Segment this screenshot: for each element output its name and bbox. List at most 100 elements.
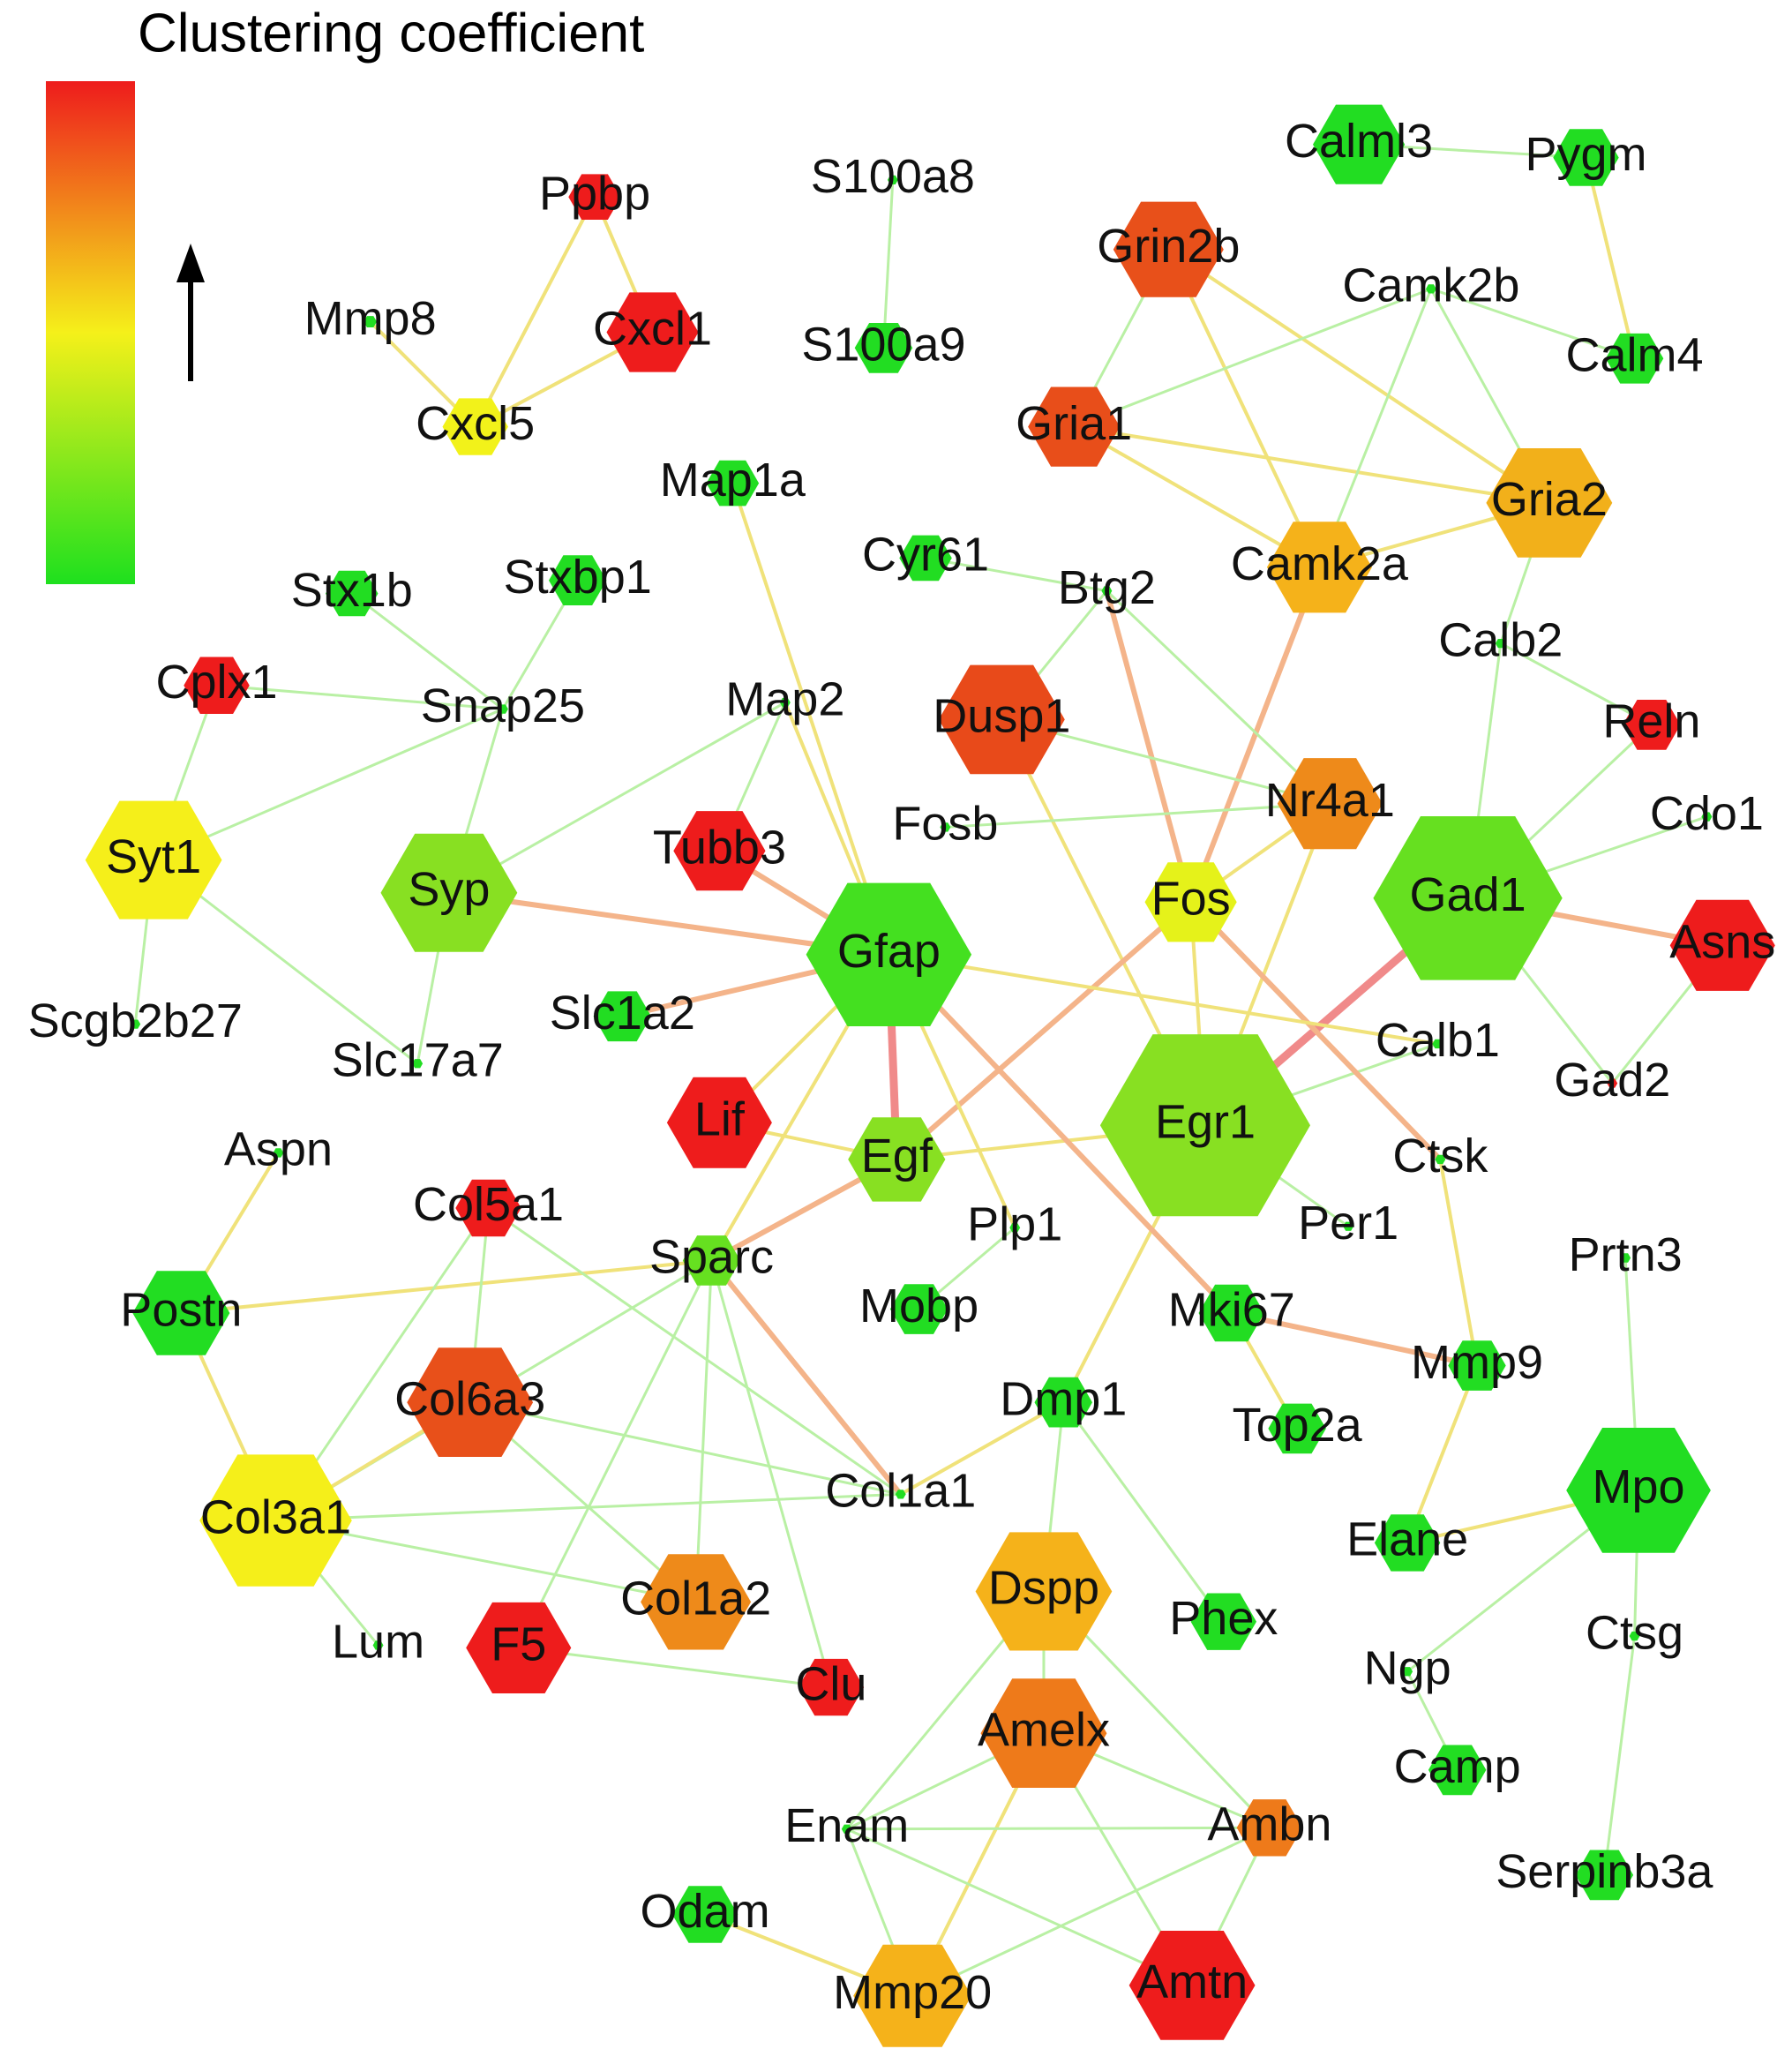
node-label: Cdo1 bbox=[1650, 787, 1764, 840]
node-hexagon bbox=[1374, 1514, 1441, 1572]
node-hexagon bbox=[899, 535, 952, 582]
node-hexagon bbox=[1343, 1221, 1354, 1231]
node-hexagon bbox=[706, 460, 760, 507]
node-hexagon bbox=[1034, 1377, 1092, 1428]
node-hexagon bbox=[606, 292, 699, 372]
edge bbox=[1104, 588, 1194, 905]
node-label: Snap25 bbox=[421, 679, 585, 732]
edge bbox=[694, 1258, 713, 1603]
node-label: Plp1 bbox=[967, 1198, 1062, 1251]
edge bbox=[1072, 287, 1433, 429]
node-hexagon bbox=[593, 991, 651, 1042]
edge bbox=[215, 684, 505, 711]
node-hexagon bbox=[1605, 333, 1664, 384]
node-label: Map1a bbox=[660, 454, 806, 507]
node-hexagon bbox=[895, 1490, 906, 1499]
node-hexagon bbox=[1313, 104, 1406, 184]
node-hexagon bbox=[887, 175, 898, 184]
node-hexagon bbox=[1236, 1799, 1303, 1857]
edge bbox=[894, 899, 1194, 1162]
node-hexagon bbox=[1620, 1253, 1631, 1263]
node-hexagon bbox=[1495, 639, 1506, 649]
node-hexagon bbox=[1101, 586, 1113, 596]
node-label: Lum bbox=[332, 1616, 424, 1669]
node-hexagon bbox=[1268, 1403, 1326, 1454]
node-label: Mmp20 bbox=[833, 1966, 992, 2019]
edge bbox=[943, 802, 1331, 829]
node-hexagon bbox=[1028, 387, 1121, 467]
node-label: Stx1b bbox=[291, 564, 413, 617]
node-hexagon bbox=[1448, 1340, 1506, 1391]
arrow bbox=[176, 244, 205, 381]
node-label: Slc1a2 bbox=[550, 987, 695, 1040]
node-label: Scgb2b27 bbox=[28, 994, 243, 1047]
node-hexagon bbox=[1629, 1631, 1640, 1641]
node-label: Col1a1 bbox=[825, 1465, 976, 1518]
node-hexagon bbox=[1009, 1223, 1021, 1233]
edge bbox=[887, 952, 1440, 1046]
node-label: Asns bbox=[1669, 916, 1775, 969]
edge bbox=[1228, 1310, 1480, 1369]
edge bbox=[709, 1257, 903, 1497]
node-hexagon bbox=[372, 1640, 384, 1650]
node-hexagon bbox=[466, 1602, 572, 1693]
node-label: Mobp bbox=[859, 1280, 978, 1332]
node-label: Elane bbox=[1346, 1513, 1468, 1566]
edge bbox=[898, 1400, 1066, 1497]
node-label: S100a9 bbox=[801, 319, 965, 372]
edge bbox=[709, 1258, 833, 1689]
node-hexagon bbox=[1426, 284, 1436, 294]
node-label: Cyr61 bbox=[862, 529, 989, 582]
node-hexagon bbox=[806, 882, 972, 1026]
edge bbox=[487, 1206, 903, 1496]
node-hexagon bbox=[1266, 522, 1372, 613]
node-label: Dmp1 bbox=[1000, 1372, 1127, 1425]
node-label: Ambn bbox=[1207, 1798, 1331, 1851]
node-label: Top2a bbox=[1233, 1399, 1363, 1452]
node-hexagon bbox=[798, 1658, 865, 1716]
node-label: Serpinb3a bbox=[1496, 1845, 1713, 1898]
node-hexagon bbox=[380, 833, 518, 952]
edge bbox=[1188, 564, 1323, 905]
node-hexagon bbox=[549, 555, 607, 605]
node-hexagon bbox=[853, 1944, 972, 2047]
edge bbox=[274, 1519, 698, 1603]
edge bbox=[179, 1258, 714, 1315]
node-hexagon bbox=[498, 704, 508, 714]
node-label: Egr1 bbox=[1155, 1095, 1256, 1148]
node-label: Clu bbox=[795, 1657, 866, 1710]
edge bbox=[731, 481, 891, 957]
node-label: Reln bbox=[1602, 695, 1700, 748]
edge bbox=[1438, 1157, 1479, 1368]
node-hexagon bbox=[1128, 1931, 1256, 2040]
node-label: Postn bbox=[120, 1283, 242, 1336]
node-label: Tubb3 bbox=[653, 821, 786, 874]
node-label: Fos bbox=[1151, 873, 1231, 926]
node-label: Calb1 bbox=[1376, 1014, 1500, 1067]
nodes: Ppbp Mmp8 Cxcl1 Cxcl5 S100a8 S100a9 Calml3 Pygm… bbox=[28, 104, 1775, 2047]
node-label: S100a8 bbox=[811, 150, 975, 203]
node-hexagon bbox=[841, 1824, 852, 1834]
edge bbox=[1429, 287, 1637, 360]
node-label: Per1 bbox=[1298, 1197, 1398, 1250]
node-hexagon bbox=[1428, 1745, 1487, 1796]
node-label: Col5a1 bbox=[413, 1178, 564, 1231]
node-hexagon bbox=[975, 1532, 1113, 1651]
node-hexagon bbox=[666, 1077, 772, 1168]
node-label: Cxcl1 bbox=[593, 303, 712, 356]
node-hexagon bbox=[779, 697, 791, 708]
node-label: Gria1 bbox=[1016, 397, 1132, 450]
node-label: Ctsg bbox=[1586, 1606, 1683, 1659]
node-hexagon bbox=[1623, 700, 1681, 750]
edge bbox=[1499, 642, 1653, 726]
node-hexagon bbox=[326, 570, 379, 617]
color-bar bbox=[46, 81, 135, 584]
node-label: Syt1 bbox=[106, 830, 201, 883]
edge bbox=[1166, 247, 1551, 505]
edge bbox=[1166, 247, 1322, 569]
node-hexagon bbox=[1099, 1034, 1310, 1217]
node-hexagon bbox=[1575, 1850, 1634, 1901]
node-hexagon bbox=[980, 1678, 1107, 1788]
node-label: Calml3 bbox=[1285, 115, 1433, 168]
node-hexagon bbox=[132, 1271, 230, 1355]
